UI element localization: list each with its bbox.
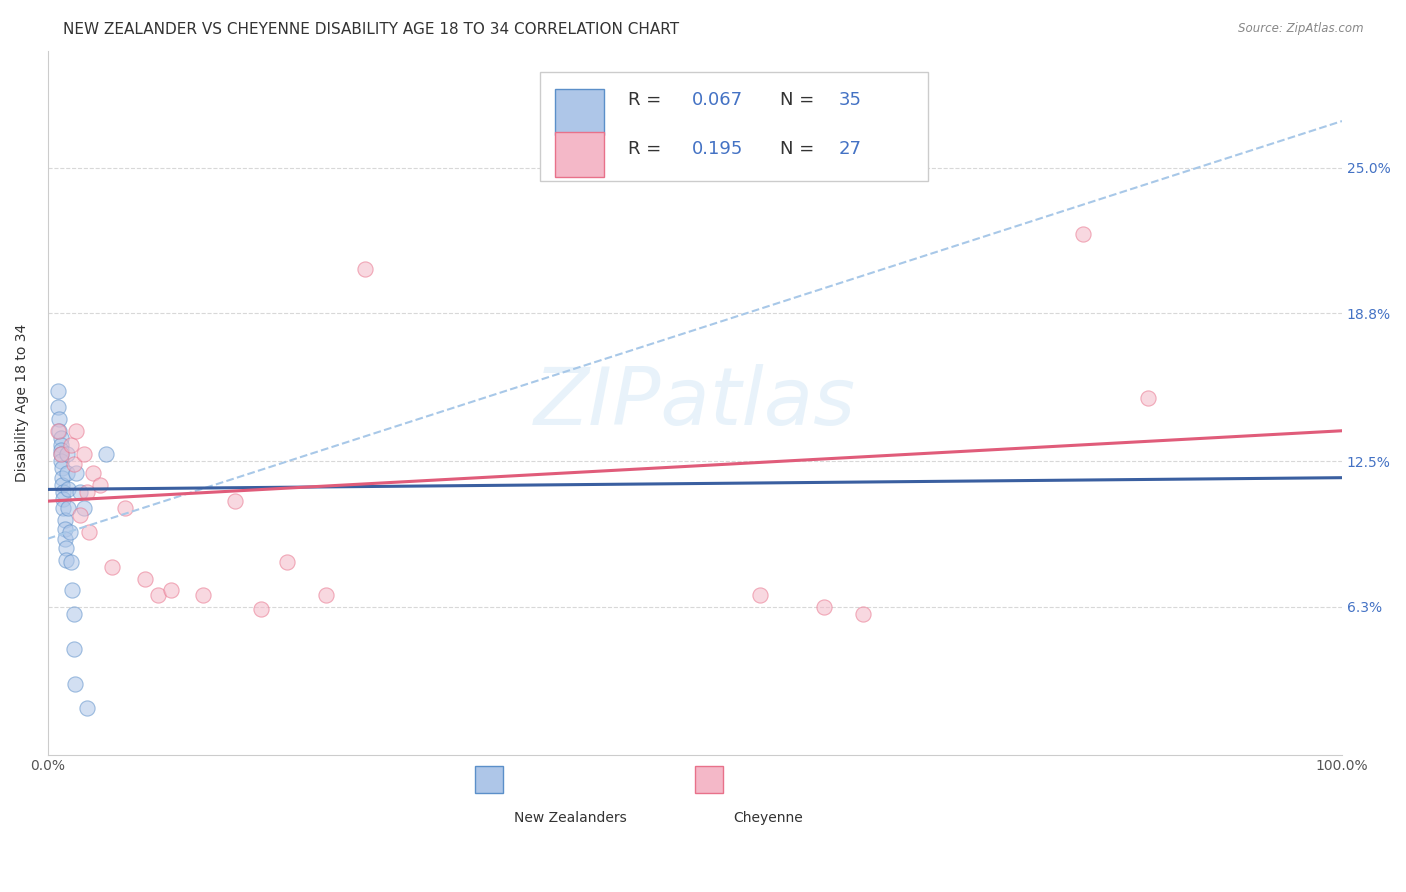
Point bbox=[146, 588, 169, 602]
Point bbox=[49, 447, 72, 461]
Point bbox=[63, 677, 86, 691]
Point bbox=[60, 583, 83, 598]
Point bbox=[224, 494, 246, 508]
Point bbox=[76, 700, 98, 714]
Point bbox=[852, 607, 875, 621]
Point bbox=[94, 447, 117, 461]
Point bbox=[1071, 227, 1094, 241]
Point bbox=[353, 261, 375, 276]
Point bbox=[62, 607, 84, 621]
Point bbox=[56, 447, 79, 461]
Point bbox=[55, 553, 77, 567]
Point bbox=[62, 642, 84, 657]
Text: NEW ZEALANDER VS CHEYENNE DISABILITY AGE 18 TO 34 CORRELATION CHART: NEW ZEALANDER VS CHEYENNE DISABILITY AGE… bbox=[63, 22, 679, 37]
Point bbox=[191, 588, 214, 602]
Text: Cheyenne: Cheyenne bbox=[734, 811, 803, 825]
Point bbox=[134, 572, 156, 586]
Point bbox=[159, 583, 181, 598]
Point bbox=[69, 508, 91, 523]
Point bbox=[49, 438, 72, 452]
Point bbox=[49, 447, 72, 461]
Point bbox=[56, 466, 79, 480]
Text: 35: 35 bbox=[838, 91, 862, 109]
Point bbox=[51, 477, 73, 491]
Point bbox=[62, 457, 84, 471]
Point bbox=[53, 513, 76, 527]
Point bbox=[46, 424, 69, 438]
Point bbox=[55, 541, 77, 555]
Point bbox=[748, 588, 770, 602]
Point bbox=[58, 501, 80, 516]
Point bbox=[73, 501, 96, 516]
Point bbox=[315, 588, 337, 602]
Text: N =: N = bbox=[780, 140, 820, 158]
Point bbox=[51, 471, 73, 485]
Point bbox=[59, 524, 82, 539]
FancyBboxPatch shape bbox=[555, 132, 605, 178]
Point bbox=[49, 431, 72, 445]
Point bbox=[250, 602, 273, 616]
Point bbox=[1136, 391, 1159, 405]
Point bbox=[82, 466, 104, 480]
Point bbox=[48, 412, 70, 426]
Point bbox=[101, 559, 124, 574]
Text: 27: 27 bbox=[838, 140, 862, 158]
Text: 0.067: 0.067 bbox=[692, 91, 744, 109]
Text: Source: ZipAtlas.com: Source: ZipAtlas.com bbox=[1239, 22, 1364, 36]
Point bbox=[65, 466, 87, 480]
Point bbox=[49, 442, 72, 457]
Text: 0.195: 0.195 bbox=[692, 140, 744, 158]
FancyBboxPatch shape bbox=[475, 766, 503, 793]
Point bbox=[60, 438, 83, 452]
Point bbox=[53, 522, 76, 536]
Text: N =: N = bbox=[780, 91, 820, 109]
Point bbox=[52, 491, 75, 506]
Text: R =: R = bbox=[627, 140, 666, 158]
Point bbox=[69, 484, 91, 499]
Text: ZIPatlas: ZIPatlas bbox=[534, 364, 856, 442]
Point bbox=[813, 599, 835, 614]
Text: R =: R = bbox=[627, 91, 666, 109]
FancyBboxPatch shape bbox=[555, 89, 605, 136]
Point bbox=[52, 501, 75, 516]
Point bbox=[46, 401, 69, 415]
Point bbox=[114, 501, 136, 516]
Point bbox=[76, 484, 98, 499]
FancyBboxPatch shape bbox=[695, 766, 723, 793]
Point bbox=[73, 447, 96, 461]
Point bbox=[89, 477, 111, 491]
Point bbox=[77, 524, 100, 539]
Point bbox=[49, 454, 72, 468]
Point bbox=[48, 424, 70, 438]
Point bbox=[46, 384, 69, 398]
Point bbox=[65, 424, 87, 438]
Point bbox=[58, 483, 80, 497]
FancyBboxPatch shape bbox=[540, 71, 928, 181]
Point bbox=[51, 461, 73, 475]
Text: New Zealanders: New Zealanders bbox=[513, 811, 627, 825]
Point bbox=[276, 555, 298, 569]
Y-axis label: Disability Age 18 to 34: Disability Age 18 to 34 bbox=[15, 324, 30, 482]
Point bbox=[52, 484, 75, 499]
Point bbox=[60, 555, 83, 569]
Point bbox=[53, 532, 76, 546]
